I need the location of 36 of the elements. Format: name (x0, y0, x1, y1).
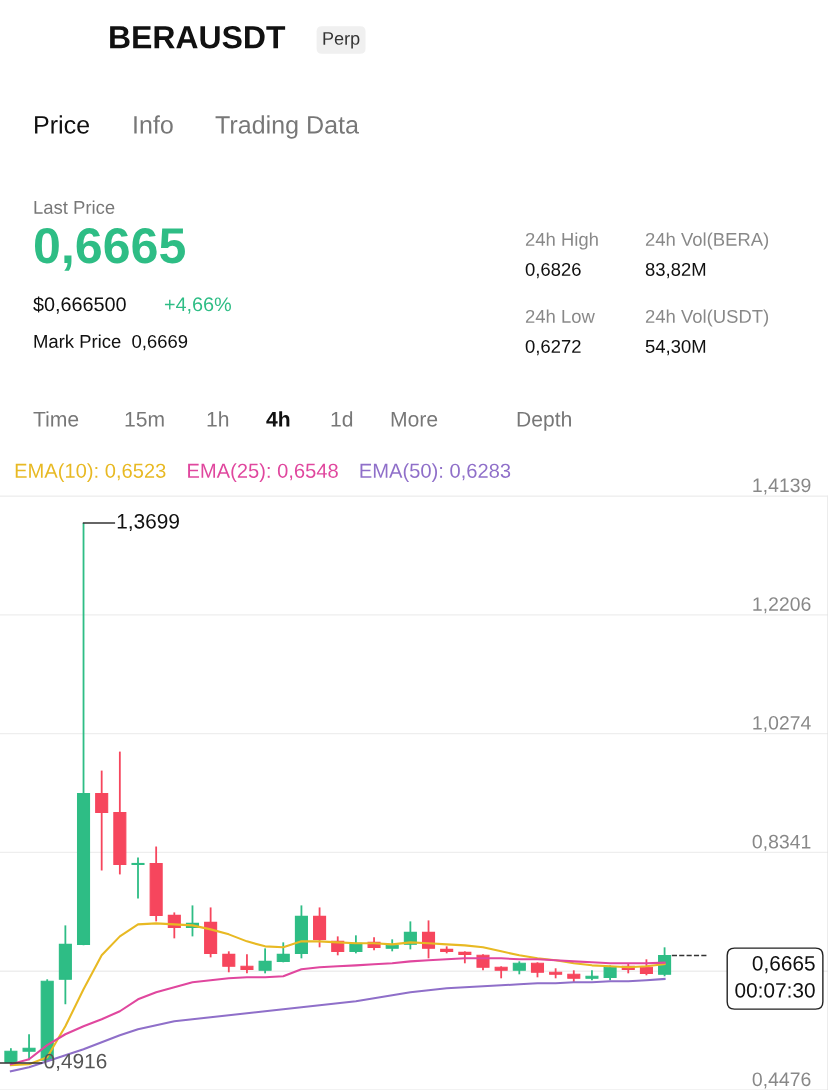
annotation: 0,4916 (44, 1053, 107, 1072)
text: 54,30M (645, 339, 706, 356)
text: EMA(50): 0,6283 (360, 463, 511, 482)
text: 24h Vol(USDT) (645, 309, 769, 327)
text: Last Price (34, 200, 115, 214)
y-tick-label: 1,0274 (753, 715, 811, 733)
text: 15m (125, 411, 164, 427)
annotation: 1,3699 (117, 513, 179, 532)
y-tick-label: 0,8341 (752, 834, 811, 851)
text: 24h High (525, 232, 598, 250)
text: 24h Vol(BERA) (645, 232, 769, 250)
y-tick-label: 0,4476 (752, 1072, 811, 1089)
text: 1h (207, 411, 229, 427)
text: $0,666500 (33, 296, 126, 314)
text: EMA(10): 0,6523 (15, 463, 166, 482)
text: Time (33, 411, 79, 427)
text: 24h Low (525, 309, 595, 323)
ref-line-label: 0,6665 00:07:30 (735, 955, 815, 998)
text: Trading Data (215, 115, 359, 139)
chart-subtitle: Perp (323, 32, 360, 49)
chart-title: BERAUSDT (110, 25, 286, 49)
text: More (391, 411, 438, 427)
text: 83,82M (645, 262, 706, 279)
y-tick-label: 1,4139 (753, 478, 811, 495)
text: 1d (331, 411, 353, 427)
text: +4,66% (164, 297, 231, 314)
text: Depth (517, 411, 571, 431)
text: Price (35, 115, 89, 134)
text: 0,6826 (525, 262, 581, 279)
text: 0,6665 (34, 227, 185, 271)
text: Info (134, 115, 173, 134)
text: EMA(25): 0,6548 (188, 463, 338, 482)
text: 4h (266, 411, 290, 427)
text: 0,6272 (525, 339, 581, 356)
y-tick-label: 1,2206 (753, 597, 811, 614)
text: Mark Price 0,6669 (34, 334, 188, 351)
